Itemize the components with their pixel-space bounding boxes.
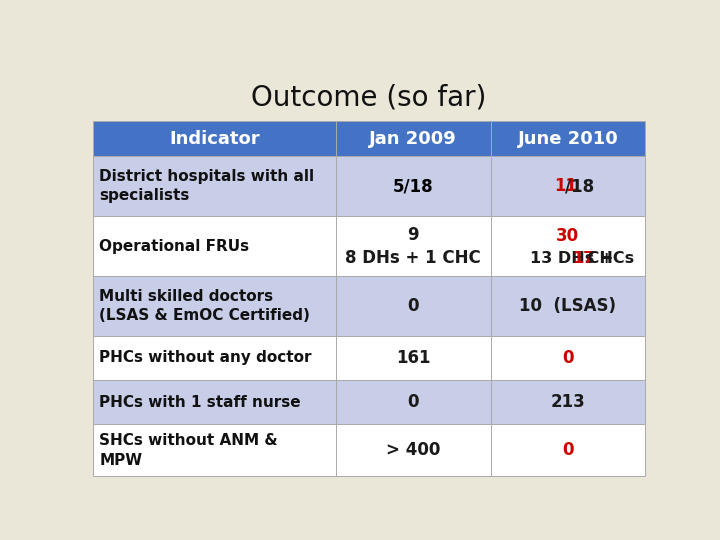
- Bar: [93, 121, 336, 157]
- Bar: [93, 336, 336, 380]
- Text: 161: 161: [396, 349, 431, 367]
- Text: /18: /18: [565, 177, 594, 195]
- Text: Indicator: Indicator: [169, 130, 260, 148]
- Text: June 2010: June 2010: [518, 130, 618, 148]
- Bar: [490, 336, 645, 380]
- Bar: [93, 157, 336, 216]
- Text: SHCs without ANM &
MPW: SHCs without ANM & MPW: [99, 433, 278, 468]
- Bar: [93, 380, 336, 424]
- Bar: [490, 216, 645, 276]
- Text: CHCs: CHCs: [582, 251, 634, 266]
- Bar: [336, 424, 490, 476]
- Text: PHCs with 1 staff nurse: PHCs with 1 staff nurse: [99, 395, 301, 410]
- Text: Outcome (so far): Outcome (so far): [251, 84, 487, 112]
- Bar: [336, 336, 490, 380]
- Bar: [490, 380, 645, 424]
- Bar: [336, 121, 490, 157]
- Bar: [336, 216, 490, 276]
- Bar: [490, 276, 645, 336]
- Text: PHCs without any doctor: PHCs without any doctor: [99, 350, 312, 366]
- Text: 0: 0: [562, 441, 574, 460]
- Bar: [336, 276, 490, 336]
- Bar: [336, 157, 490, 216]
- Text: 13 DHs +: 13 DHs +: [530, 251, 619, 266]
- Text: 30: 30: [557, 227, 580, 245]
- Text: 0: 0: [562, 349, 574, 367]
- Bar: [490, 157, 645, 216]
- Bar: [93, 424, 336, 476]
- Text: > 400: > 400: [386, 441, 441, 460]
- Text: 0: 0: [408, 297, 419, 315]
- Bar: [490, 424, 645, 476]
- Text: Jan 2009: Jan 2009: [369, 130, 457, 148]
- Text: District hospitals with all
specialists: District hospitals with all specialists: [99, 169, 315, 204]
- Bar: [490, 121, 645, 157]
- Bar: [336, 380, 490, 424]
- Text: 213: 213: [551, 393, 585, 411]
- Text: Operational FRUs: Operational FRUs: [99, 239, 250, 254]
- Bar: [93, 216, 336, 276]
- Text: 11: 11: [554, 177, 577, 195]
- Text: Multi skilled doctors
(LSAS & EmOC Certified): Multi skilled doctors (LSAS & EmOC Certi…: [99, 289, 310, 323]
- Bar: [93, 276, 336, 336]
- Text: 10  (LSAS): 10 (LSAS): [519, 297, 616, 315]
- Text: 5/18: 5/18: [393, 177, 433, 195]
- Text: 17: 17: [572, 251, 595, 266]
- Text: 0: 0: [408, 393, 419, 411]
- Text: 9
8 DHs + 1 CHC: 9 8 DHs + 1 CHC: [346, 226, 481, 267]
